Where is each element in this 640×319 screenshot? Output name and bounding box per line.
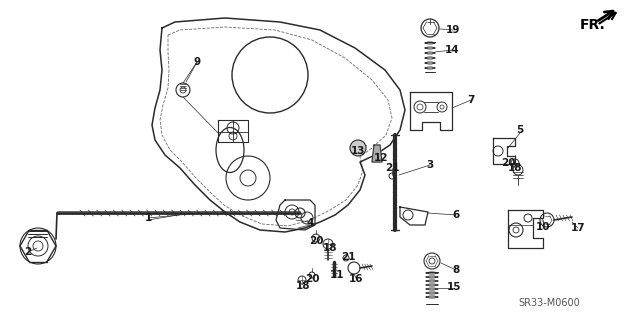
Text: 18: 18 xyxy=(323,243,337,253)
Text: 20: 20 xyxy=(308,236,323,246)
Text: 8: 8 xyxy=(452,265,460,275)
Text: 9: 9 xyxy=(193,57,200,67)
Text: 12: 12 xyxy=(374,153,388,163)
Text: 2: 2 xyxy=(24,247,31,257)
Text: 17: 17 xyxy=(571,223,586,233)
Text: 14: 14 xyxy=(445,45,460,55)
Text: 13: 13 xyxy=(351,146,365,156)
Polygon shape xyxy=(372,145,382,162)
Text: 1: 1 xyxy=(145,213,152,223)
Text: 18: 18 xyxy=(508,163,522,173)
Text: SR33-M0600: SR33-M0600 xyxy=(518,298,580,308)
Text: FR.: FR. xyxy=(580,18,605,32)
Text: 21: 21 xyxy=(340,252,355,262)
Text: 18: 18 xyxy=(296,281,310,291)
Text: 21: 21 xyxy=(385,163,399,173)
Text: 16: 16 xyxy=(349,274,364,284)
Text: 3: 3 xyxy=(426,160,434,170)
Text: 4: 4 xyxy=(307,218,314,228)
Text: 20: 20 xyxy=(305,274,319,284)
Text: 10: 10 xyxy=(536,222,550,232)
Text: 15: 15 xyxy=(447,282,461,292)
Text: 11: 11 xyxy=(330,270,344,280)
Text: 7: 7 xyxy=(467,95,475,105)
Text: 20: 20 xyxy=(500,158,515,168)
Circle shape xyxy=(350,140,366,156)
Text: 19: 19 xyxy=(446,25,460,35)
Text: 6: 6 xyxy=(452,210,460,220)
Text: 5: 5 xyxy=(516,125,524,135)
